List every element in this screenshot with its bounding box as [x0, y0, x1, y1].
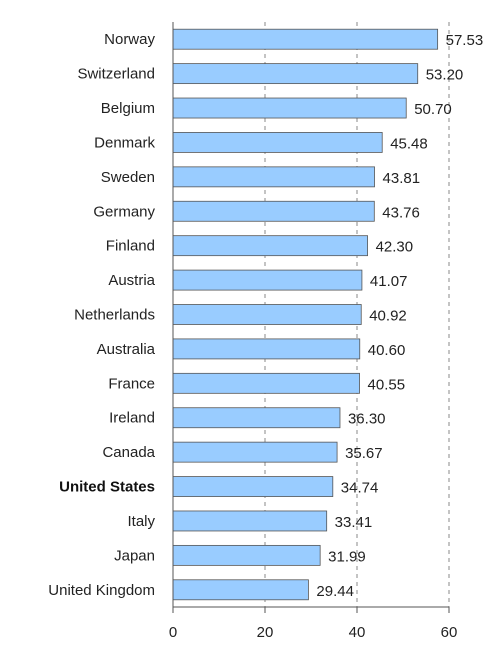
category-label: Denmark [94, 134, 155, 151]
x-tick-label: 60 [441, 624, 458, 641]
bar [172, 200, 375, 222]
bar [172, 338, 361, 360]
category-label: Netherlands [74, 307, 155, 324]
data-label: 50.70 [414, 101, 452, 118]
data-label: 31.99 [328, 548, 366, 565]
data-label: 40.60 [368, 342, 406, 359]
bar [172, 544, 321, 566]
category-label: Germany [93, 203, 155, 220]
category-label: United States [59, 479, 155, 496]
data-label: 45.48 [390, 135, 428, 152]
bar [172, 372, 360, 394]
x-tick-label: 0 [169, 624, 177, 641]
bar [172, 28, 439, 50]
bar [172, 441, 338, 463]
category-label: Japan [114, 547, 155, 564]
data-label: 57.53 [446, 32, 484, 49]
bar [172, 476, 334, 497]
category-label: Canada [102, 444, 155, 461]
data-label: 40.92 [369, 308, 407, 325]
data-label: 43.81 [383, 170, 421, 187]
data-label: 41.07 [370, 273, 408, 290]
bar [172, 63, 419, 85]
data-label: 33.41 [335, 514, 373, 531]
data-label: 29.44 [316, 583, 354, 600]
data-label: 40.55 [368, 376, 406, 393]
bar [172, 235, 368, 257]
category-label: Finland [106, 238, 155, 255]
category-label: Austria [108, 272, 155, 289]
bar [172, 304, 362, 325]
bar [172, 407, 341, 429]
data-label: 53.20 [426, 67, 464, 84]
x-tick-label: 20 [257, 624, 274, 641]
data-label: 42.30 [376, 239, 414, 256]
bar [172, 510, 328, 532]
category-label: Sweden [101, 169, 155, 186]
x-tick-label: 40 [349, 624, 366, 641]
bar [172, 97, 407, 119]
bar [172, 166, 375, 188]
category-label: Belgium [101, 100, 155, 117]
bar [172, 132, 383, 153]
bar [172, 269, 363, 291]
bar [172, 579, 309, 601]
category-label: Switzerland [77, 66, 155, 83]
category-label: Australia [97, 341, 156, 358]
data-label: 35.67 [345, 445, 383, 462]
data-label: 34.74 [341, 480, 379, 497]
category-label: Italy [127, 513, 155, 530]
category-label: Norway [104, 31, 155, 48]
data-label: 43.76 [382, 204, 420, 221]
category-label: Ireland [109, 410, 155, 427]
data-label: 36.30 [348, 411, 386, 428]
category-label: United Kingdom [48, 582, 155, 599]
category-label: France [108, 375, 155, 392]
